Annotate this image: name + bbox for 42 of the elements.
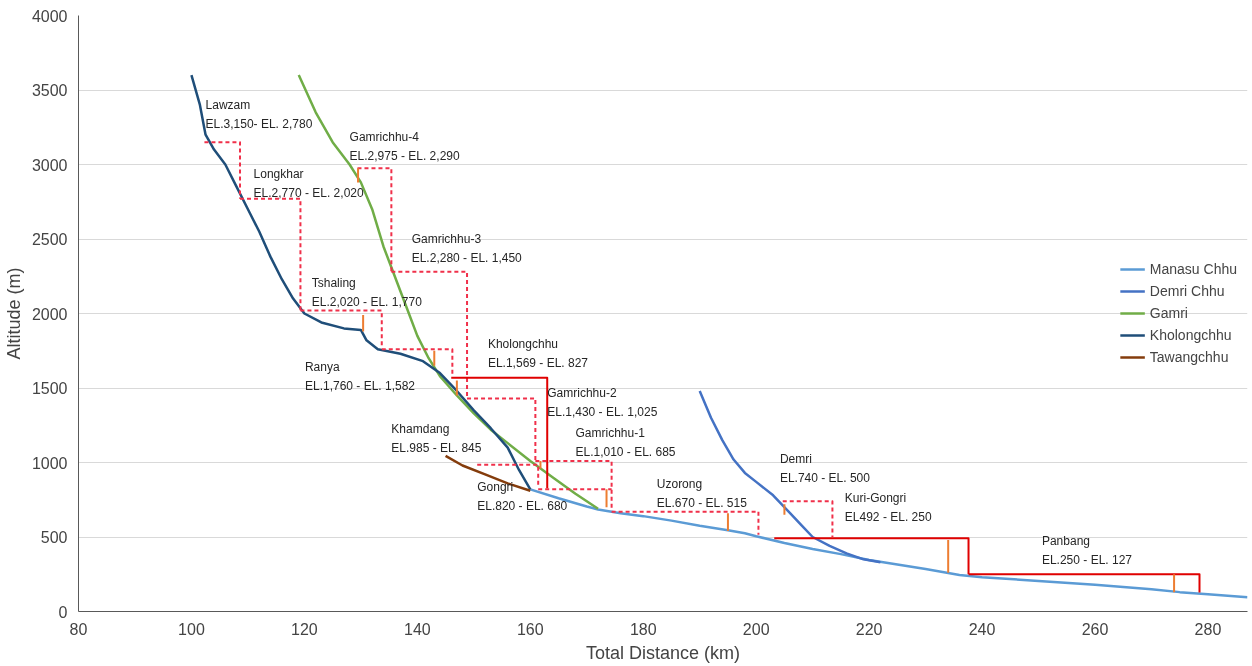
x-tick-label: 240	[968, 620, 996, 638]
y-tick-label: 3500	[31, 82, 68, 99]
y-tick-label: 1500	[31, 380, 68, 397]
annotation: Longkhar EL.2,770 - EL. 2,020	[253, 166, 364, 200]
annotation: Gamrichhu-1 EL.1,010 - EL. 685	[575, 425, 676, 459]
x-tick-label: 200	[742, 620, 770, 638]
annotation: Kuri-Gongri EL492 - EL. 250	[844, 490, 932, 524]
annotation: Demri EL.740 - EL. 500	[779, 452, 871, 485]
x-tick-label: 80	[69, 620, 88, 638]
y-axis-title: Altitude (m)	[3, 267, 24, 360]
annotation: Ranya EL.1,760 - EL. 1,582	[304, 359, 416, 393]
annotation: Gamrichhu-2 EL.1,430 - EL. 1,025	[547, 386, 658, 419]
x-axis-title: Total Distance (km)	[585, 642, 741, 663]
annotation: Gamrichhu-4 EL.2,975 - EL. 2,290	[349, 130, 460, 163]
annotation: Panbang EL.250 - EL. 127	[1041, 533, 1133, 567]
x-tick-label: 180	[629, 620, 657, 638]
y-tick-label: 1000	[31, 454, 68, 472]
y-tick-label: 500	[40, 529, 68, 546]
legend-label: Manasu Chhu	[1149, 261, 1237, 277]
legend-label: Gamri	[1149, 305, 1188, 321]
y-tick-label: 3000	[31, 156, 68, 174]
annotation: Khamdang EL.985 - EL. 845	[391, 421, 482, 455]
y-tick-label: 4000	[31, 7, 68, 25]
x-tick-label: 100	[178, 620, 205, 638]
y-tick-label: 0	[58, 603, 68, 621]
x-tick-label: 220	[855, 620, 883, 638]
annotation: Uzorong EL.670 - EL. 515	[656, 477, 748, 511]
legend-label: Tawangchhu	[1149, 349, 1229, 365]
x-tick-label: 140	[403, 620, 431, 638]
x-tick-label: 260	[1081, 620, 1109, 638]
annotation: Kholongchhu EL.1,569 - EL. 827	[487, 336, 589, 370]
annotation: Gamrichhu-3 EL.2,280 - EL. 1,450	[411, 231, 523, 265]
y-tick-label: 2500	[31, 231, 68, 248]
x-tick-label: 160	[516, 620, 544, 638]
line-series	[444, 454, 532, 493]
annotation: Lawzam EL.3,150- EL. 2,780	[205, 98, 313, 132]
annotation: Gongri EL.820 - EL. 680	[477, 480, 568, 514]
legend-label: Kholongchhu	[1149, 327, 1232, 343]
legend-label: Demri Chhu	[1149, 283, 1225, 299]
x-tick-label: 280	[1194, 620, 1222, 638]
y-tick-label: 2000	[31, 305, 68, 323]
x-tick-label: 120	[291, 620, 318, 638]
